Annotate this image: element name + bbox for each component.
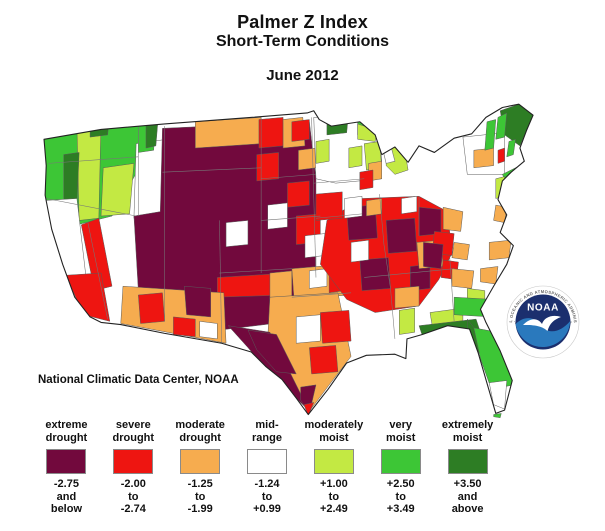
legend-label-line: moist xyxy=(319,431,349,444)
legend-label-line: moderately xyxy=(304,419,364,431)
legend-range-line: -1.99 xyxy=(187,503,213,515)
legend-range: +3.50 and above xyxy=(434,478,501,516)
legend-range-line: +2.49 xyxy=(319,503,348,515)
legend-range-line: +3.50 xyxy=(453,478,482,490)
legend-item-severe-drought: severe drought -2.00 to -2.74 xyxy=(100,419,167,516)
legend-label-line: range xyxy=(252,431,282,444)
legend-range-line: and xyxy=(56,490,77,503)
legend-swatch-mid-range xyxy=(247,449,287,474)
legend-range-line: +2.50 xyxy=(386,478,415,490)
legend-label: moderate drought xyxy=(167,419,234,445)
legend-swatch-extreme-drought xyxy=(46,449,87,474)
legend-swatch-extremely-moist xyxy=(447,449,488,474)
legend-label: severe drought xyxy=(100,419,167,445)
legend-range: -1.25 to -1.99 xyxy=(167,478,234,516)
legend-label-line: drought xyxy=(179,431,221,444)
us-outline xyxy=(43,103,534,416)
legend-range-line: to xyxy=(328,490,340,503)
legend-label: moderately moist xyxy=(300,419,367,445)
legend: extreme drought -2.75 and below severe droug… xyxy=(33,419,501,516)
map-date: June 2012 xyxy=(266,67,339,84)
legend-item-moderate-drought: moderate drought -1.25 to -1.99 xyxy=(167,419,234,516)
legend-swatch-moderate-drought xyxy=(180,449,221,474)
legend-range-line: to xyxy=(128,490,139,503)
page-subtitle: Short-Term Conditions xyxy=(215,33,390,50)
legend-label-line: moist xyxy=(452,431,483,444)
legend-range-line: -1.24 xyxy=(254,478,280,490)
legend-range-line: -1.25 xyxy=(187,478,213,490)
noaa-logo: NATIONAL OCEANIC AND ATMOSPHERIC ADMINIS… xyxy=(505,284,580,359)
legend-range-line: to xyxy=(395,490,406,503)
legend-range-line: to xyxy=(194,490,206,503)
legend-range: +2.50 to +3.49 xyxy=(367,478,434,516)
legend-label: very moist xyxy=(367,419,434,445)
legend-range-line: -2.74 xyxy=(120,503,146,515)
legend-swatch-severe-drought xyxy=(113,449,154,474)
legend-range: -2.00 to -2.74 xyxy=(100,478,167,516)
legend-label-line: extremely xyxy=(441,419,494,431)
legend-range: -2.75 and below xyxy=(33,478,100,516)
legend-range-line: and xyxy=(457,490,478,503)
legend-range-line: +1.00 xyxy=(319,478,348,490)
title-block: Palmer Z Index Short-Term Conditions Jun… xyxy=(0,12,605,85)
legend-label-line: drought xyxy=(112,431,155,444)
legend-label-line: drought xyxy=(45,431,88,444)
page-title: Palmer Z Index xyxy=(237,12,368,32)
legend-item-extreme-drought: extreme drought -2.75 and below xyxy=(33,419,100,516)
legend-range-line: +3.49 xyxy=(386,503,415,515)
legend-range-line: -2.00 xyxy=(120,478,146,490)
us-choropleth-map xyxy=(43,103,534,419)
legend-label: extreme drought xyxy=(33,419,100,445)
legend-item-extremely-moist: extremely moist +3.50 and above xyxy=(434,419,501,516)
legend-range-line: to xyxy=(261,490,273,503)
legend-range-line: above xyxy=(451,503,484,515)
noaa-logo-bird-icon xyxy=(523,315,561,331)
legend-label-line: extreme xyxy=(45,419,88,431)
legend-item-mid-range: mid-range -1.24 to +0.99 xyxy=(234,419,301,516)
legend-label-line: mid- xyxy=(255,419,279,431)
legend-item-very-moist: very moist +2.50 to +3.49 xyxy=(367,419,434,516)
legend-range: +1.00 to +2.49 xyxy=(300,478,367,516)
legend-range-line: +0.99 xyxy=(253,503,281,515)
noaa-logo-sea xyxy=(515,318,571,348)
legend-swatch-moderately-moist xyxy=(313,449,354,474)
legend-range-line: below xyxy=(50,503,83,515)
legend-label-line: severe xyxy=(115,419,151,431)
legend-label-line: very xyxy=(389,419,413,431)
map-division-patches xyxy=(44,104,534,415)
legend-item-moderately-moist: moderately moist +1.00 to +2.49 xyxy=(300,419,367,516)
attribution-text: National Climatic Data Center, NOAA xyxy=(38,374,239,386)
legend-range: -1.24 to +0.99 xyxy=(234,478,301,516)
legend-label: mid-range xyxy=(234,419,301,445)
legend-range-line: -2.75 xyxy=(53,478,79,490)
legend-label: extremely moist xyxy=(434,419,501,445)
legend-label-line: moist xyxy=(386,431,416,444)
legend-label-line: moderate xyxy=(175,419,225,431)
legend-swatch-very-moist xyxy=(380,449,421,474)
noaa-logo-wordmark: NOAA xyxy=(527,303,559,314)
